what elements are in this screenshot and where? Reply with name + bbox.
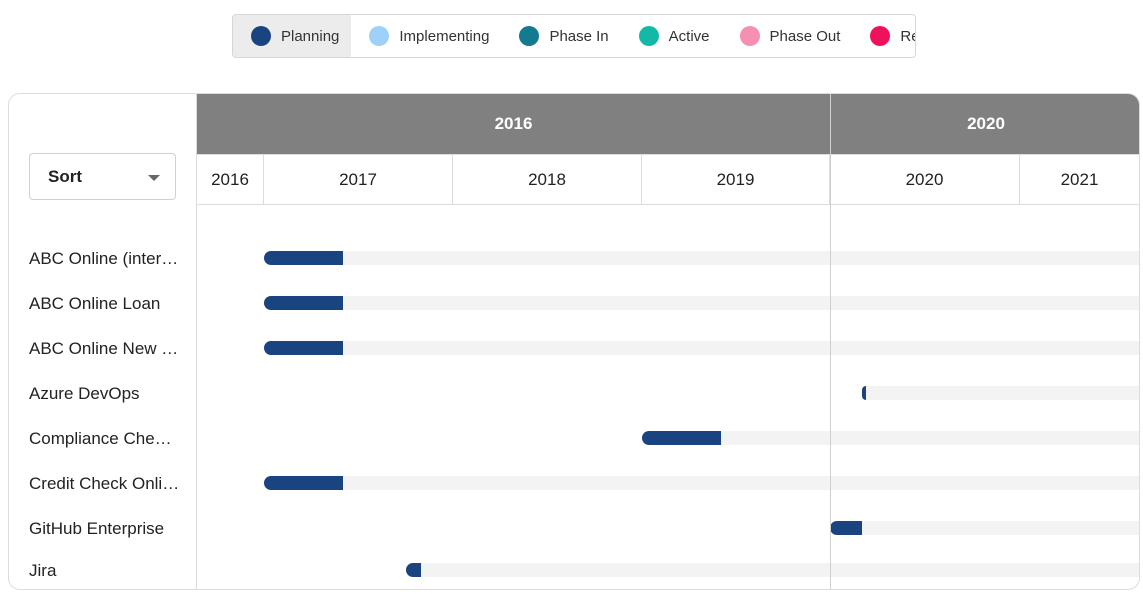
legend-label: Phase In <box>549 27 609 45</box>
roadmap-panel: Sort ABC Online (inter… ABC Online Loan AB… <box>8 93 1140 590</box>
legend-swatch <box>369 26 390 46</box>
year-tick-label: 2017 <box>264 154 453 204</box>
row-label[interactable]: ABC Online (inter… <box>29 249 179 268</box>
lifecycle-track <box>420 563 1139 577</box>
lifecycle-track <box>862 521 1139 535</box>
legend-swatch <box>870 26 891 46</box>
legend-swatch <box>739 26 760 46</box>
planning-bar[interactable] <box>264 341 344 355</box>
sort-dropdown[interactable]: Sort <box>29 153 176 200</box>
timeline: 2016 2020 2016 2017 2018 2019 2020 2021 <box>197 94 1139 589</box>
row-label[interactable]: ABC Online New … <box>29 339 179 358</box>
legend-item-phase-out[interactable]: Phase Out <box>722 15 853 57</box>
legend-item-phase-in[interactable]: Phase In <box>501 15 620 57</box>
row-label[interactable]: GitHub Enterprise <box>29 519 165 538</box>
planning-bar[interactable] <box>264 251 344 265</box>
planning-bar[interactable] <box>264 296 344 310</box>
year-tick-label: 2020 <box>830 154 1020 204</box>
year-header-row: 2016 2017 2018 2019 2020 2021 <box>197 154 1139 205</box>
legend-swatch <box>638 26 659 46</box>
planning-bar[interactable] <box>264 476 344 490</box>
sort-label: Sort <box>48 166 82 186</box>
legend-label: Retired <box>900 27 915 45</box>
row-label[interactable]: Azure DevOps <box>29 384 140 403</box>
legend-label: Implementing <box>399 27 490 45</box>
lifecycle-track <box>343 341 1139 355</box>
legend-item-active[interactable]: Active <box>621 15 722 57</box>
header-group-2020: 2020 <box>830 94 1139 154</box>
lifecycle-track <box>720 431 1139 445</box>
planning-bar[interactable] <box>830 521 863 535</box>
year-tick-label: 2019 <box>642 154 830 204</box>
planning-bar[interactable] <box>642 431 721 445</box>
legend-item-planning[interactable]: Planning <box>233 15 352 57</box>
lifecycle-track <box>343 296 1139 310</box>
lifecycle-track <box>866 386 1139 400</box>
legend-label: Planning <box>281 27 340 45</box>
year-tick-label: 2021 <box>1020 154 1139 204</box>
period-divider <box>830 94 831 589</box>
planning-bar[interactable] <box>405 563 421 577</box>
row-label[interactable]: Jira <box>29 561 57 580</box>
legend: Planning Implementing Phase In Active Phase … <box>232 14 916 58</box>
header-group-2016: 2016 <box>197 94 830 154</box>
lifecycle-track <box>343 476 1139 490</box>
lifecycle-track <box>343 251 1139 265</box>
row-labels-column: Sort ABC Online (inter… ABC Online Loan AB… <box>9 94 197 589</box>
row-label[interactable]: Compliance Che… <box>29 429 172 448</box>
legend-item-retired[interactable]: Retired <box>852 15 915 57</box>
legend-swatch <box>519 26 540 46</box>
year-tick-label: 2016 <box>197 154 264 204</box>
legend-label: Active <box>668 27 710 45</box>
chevron-down-icon <box>148 175 160 181</box>
legend-label: Phase Out <box>769 27 841 45</box>
row-label[interactable]: Credit Check Onli… <box>29 474 180 493</box>
year-tick-label: 2018 <box>453 154 642 204</box>
row-label[interactable]: ABC Online Loan <box>29 294 161 313</box>
legend-swatch <box>251 26 271 46</box>
legend-item-implementing[interactable]: Implementing <box>351 15 501 57</box>
planning-bar[interactable] <box>862 386 867 400</box>
